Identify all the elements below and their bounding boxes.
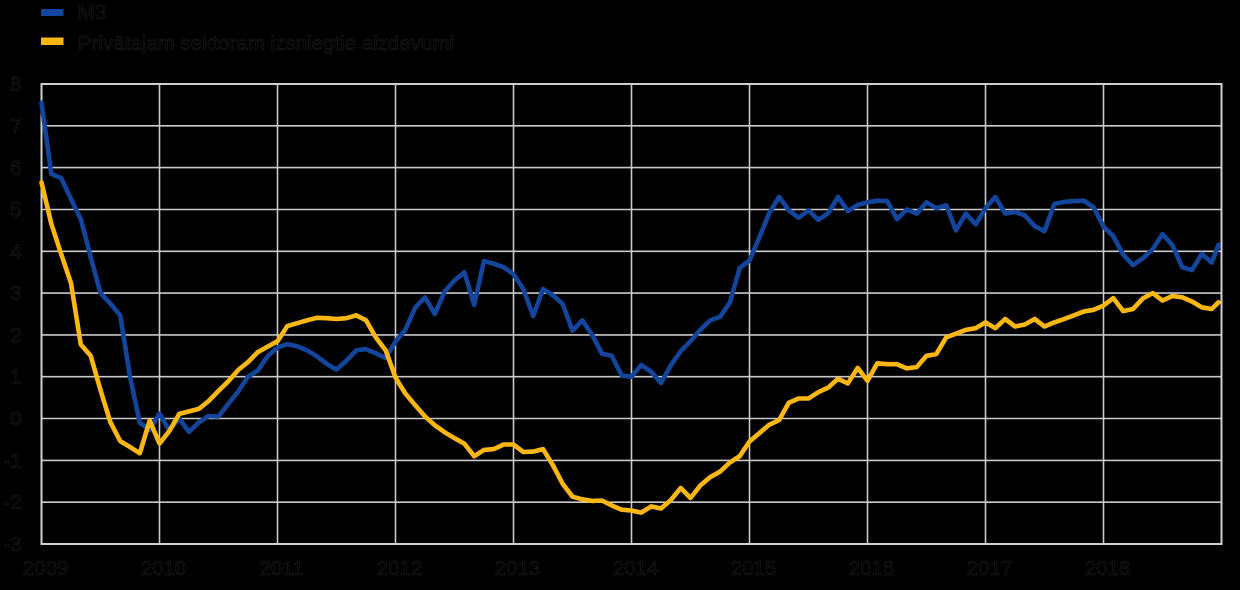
svg-text:2018: 2018 (1085, 557, 1131, 580)
svg-text:2017: 2017 (967, 557, 1013, 580)
svg-text:1: 1 (10, 366, 21, 389)
svg-text:2015: 2015 (731, 557, 777, 580)
svg-text:2014: 2014 (613, 557, 659, 580)
svg-text:Privātajam sektoram izsniegtie: Privātajam sektoram izsniegtie aizdevumi (78, 32, 454, 55)
svg-text:2016: 2016 (849, 557, 895, 580)
svg-text:4: 4 (10, 240, 21, 263)
svg-text:2012: 2012 (377, 557, 423, 580)
svg-text:2009: 2009 (23, 557, 69, 580)
svg-text:-1: -1 (3, 449, 21, 472)
svg-text:2011: 2011 (259, 557, 303, 580)
svg-text:8: 8 (10, 73, 21, 96)
svg-text:2: 2 (10, 324, 21, 347)
svg-text:2013: 2013 (495, 557, 541, 580)
svg-text:-2: -2 (3, 491, 21, 514)
svg-text:2010: 2010 (141, 557, 187, 580)
svg-text:7: 7 (10, 115, 21, 138)
svg-text:0: 0 (10, 408, 21, 431)
svg-text:6: 6 (10, 157, 21, 180)
svg-text:3: 3 (10, 282, 21, 305)
svg-text:5: 5 (10, 199, 21, 222)
svg-text:-3: -3 (3, 533, 21, 556)
svg-text:M3: M3 (78, 1, 106, 24)
